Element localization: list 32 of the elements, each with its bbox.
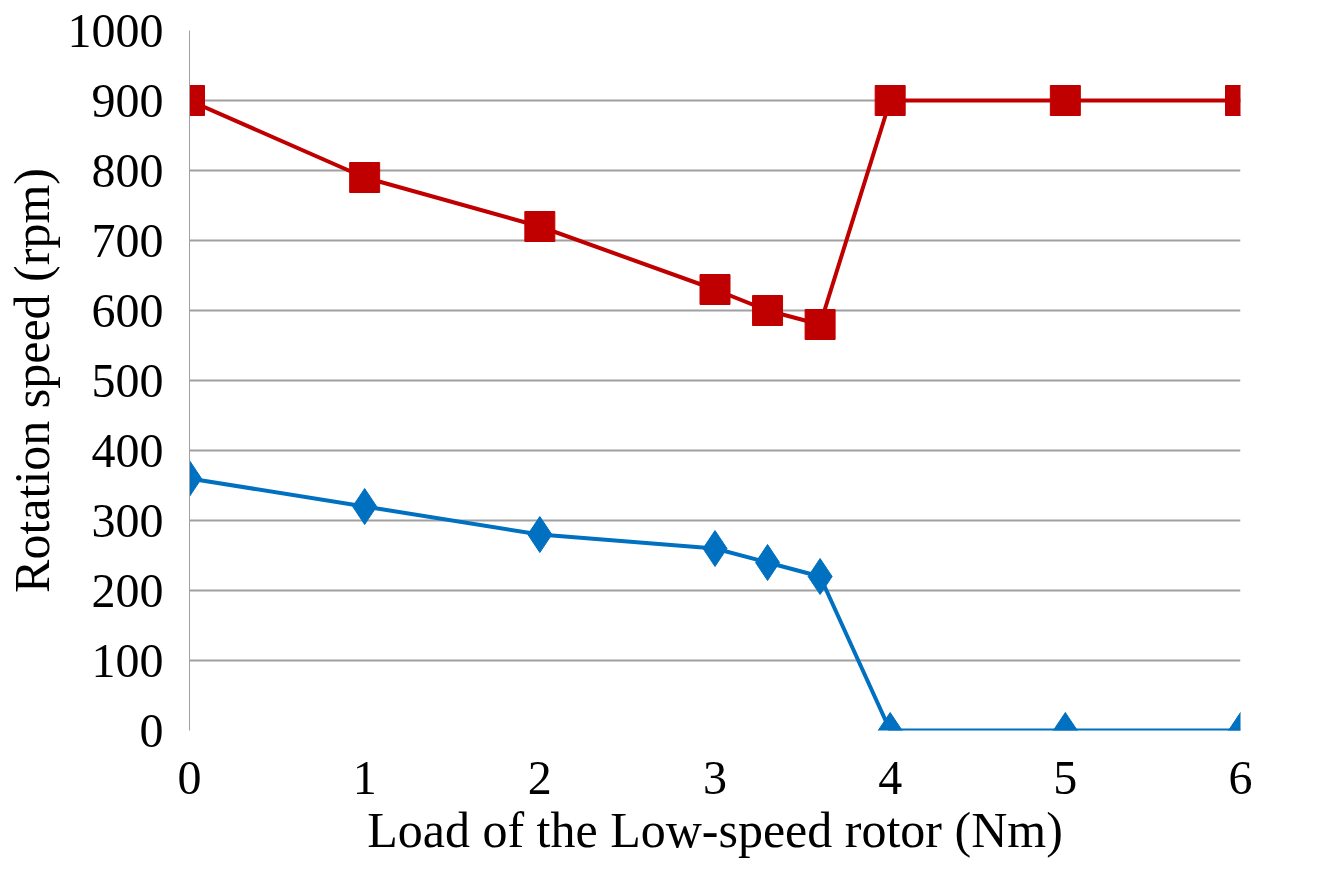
x-tick-label: 3 bbox=[703, 750, 727, 804]
x-tick-label: 2 bbox=[527, 750, 552, 804]
point bbox=[807, 558, 833, 595]
x-tick-label: 4 bbox=[878, 750, 903, 804]
y-tick-label: 800 bbox=[91, 143, 164, 197]
point bbox=[755, 544, 781, 581]
y-tick-label: 200 bbox=[91, 563, 164, 617]
point bbox=[699, 274, 731, 305]
y-tick-label: 400 bbox=[91, 423, 164, 477]
x-axis-title: Load of the Low-speed rotor (Nm) bbox=[367, 801, 1063, 858]
x-tick-label: 6 bbox=[1228, 750, 1253, 804]
point bbox=[1049, 85, 1081, 116]
point bbox=[752, 295, 784, 326]
x-tick-label: 5 bbox=[1053, 750, 1078, 804]
y-tick-label: 300 bbox=[91, 493, 164, 547]
y-tick-label: 600 bbox=[91, 283, 164, 337]
point bbox=[874, 85, 906, 116]
x-tick-label: 1 bbox=[352, 750, 377, 804]
point bbox=[524, 211, 556, 242]
point bbox=[804, 309, 836, 340]
point bbox=[702, 530, 728, 567]
point bbox=[349, 162, 381, 193]
y-tick-label: 700 bbox=[91, 213, 164, 267]
x-tick-label: 0 bbox=[177, 750, 202, 804]
y-tick-label: 100 bbox=[91, 633, 164, 687]
point bbox=[352, 488, 378, 525]
y-tick-label: 1000 bbox=[67, 3, 164, 57]
y-tick-label: 500 bbox=[91, 353, 164, 407]
point bbox=[527, 516, 553, 553]
y-tick-label: 900 bbox=[91, 73, 164, 127]
y-tick-label: 0 bbox=[139, 703, 164, 757]
y-axis-title: Rotation speed (rpm) bbox=[3, 168, 60, 593]
